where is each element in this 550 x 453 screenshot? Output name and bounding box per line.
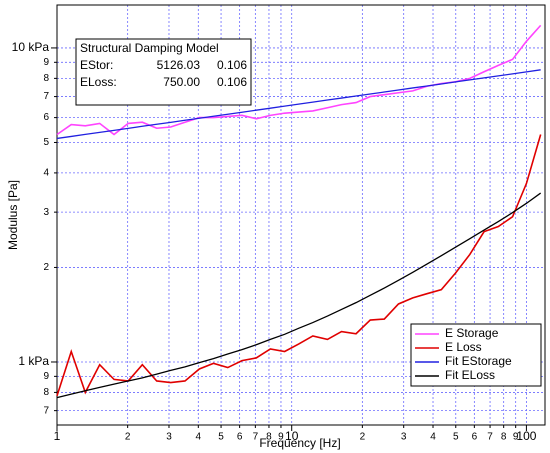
x-tick-label: 4	[430, 432, 436, 443]
x-tick-label: 3	[166, 432, 172, 443]
y-axis-title: Modulus [Pa]	[6, 180, 20, 250]
x-tick-label: 2	[125, 432, 131, 443]
y-tick-label: 1 kPa	[18, 354, 49, 368]
y-tick-label: 7	[43, 91, 49, 102]
y-tick-label: 10 kPa	[12, 40, 50, 54]
x-tick-label: 4	[196, 432, 202, 443]
x-tick-label: 6	[237, 432, 243, 443]
y-tick-label: 6	[43, 112, 49, 123]
annotation-cell: ELoss:	[80, 75, 117, 89]
y-tick-label: 7	[43, 405, 49, 416]
series-line	[56, 69, 541, 140]
x-tick-label: 9	[278, 432, 284, 443]
x-tick-label: 10	[285, 429, 299, 443]
y-tick-label: 9	[43, 57, 49, 68]
legend-label: E Storage	[445, 326, 499, 340]
x-tick-label: 3	[401, 432, 407, 443]
x-tick-label: 5	[218, 432, 224, 443]
annotation-cell: 750.00	[163, 75, 200, 89]
y-tick-label: 8	[43, 73, 49, 84]
annotation-cell: 5126.03	[157, 58, 201, 72]
y-tick-label: 8	[43, 387, 49, 398]
x-tick-label: 7	[253, 432, 259, 443]
y-tick-label: 5	[43, 137, 49, 148]
x-tick-label: 2	[360, 432, 366, 443]
x-tick-label: 100	[516, 429, 536, 443]
x-tick-label: 8	[501, 432, 507, 443]
y-tick-label: 4	[43, 168, 49, 179]
series-line	[56, 192, 542, 399]
annotation-cell: 0.106	[217, 75, 247, 89]
legend-label: E Loss	[445, 340, 482, 354]
legend-label: Fit ELoss	[445, 368, 495, 382]
x-tick-label: 7	[487, 432, 493, 443]
y-tick-label: 2	[43, 262, 49, 273]
annotation-cell: EStor:	[80, 58, 113, 72]
x-tick-label: 9	[513, 432, 519, 443]
y-tick-label: 3	[43, 207, 49, 218]
plot-frame	[56, 4, 546, 426]
x-tick-label: 5	[453, 432, 459, 443]
x-axis-title: Frequency [Hz]	[259, 436, 340, 450]
series-line	[56, 134, 542, 397]
annotation-title: Structural Damping Model	[80, 41, 219, 55]
x-tick-label: 8	[266, 432, 272, 443]
y-tick-label: 9	[43, 371, 49, 382]
legend-label: Fit EStorage	[445, 354, 512, 368]
annotation-cell: 0.106	[217, 58, 247, 72]
x-tick-label: 6	[472, 432, 478, 443]
annotation-box	[75, 38, 252, 106]
x-tick-label: 1	[54, 429, 61, 443]
